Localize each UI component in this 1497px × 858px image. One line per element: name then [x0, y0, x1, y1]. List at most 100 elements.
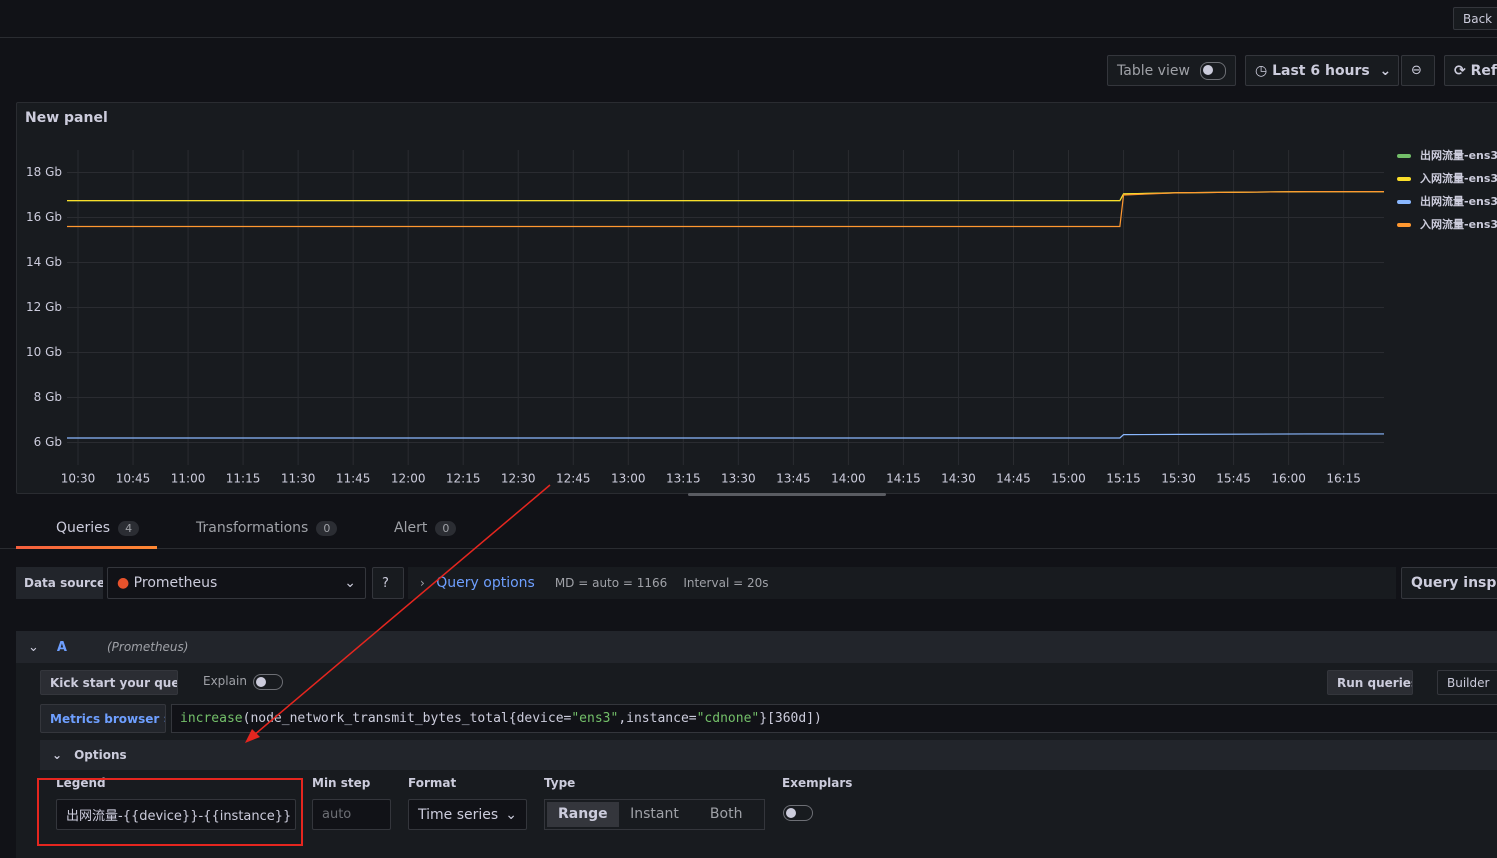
query-header: ⌄ A (Prometheus)	[16, 631, 1497, 663]
query-source: (Prometheus)	[106, 640, 189, 654]
query-options-bar[interactable]: › Query options MD = auto = 1166 Interval …	[408, 567, 1396, 599]
expr-token: node_network_transmit_bytes_total	[250, 711, 509, 726]
tab-label: Alert	[394, 520, 428, 536]
tab-count: 4	[118, 520, 140, 536]
expr-token: [360d]	[767, 711, 815, 726]
type-option[interactable]: Both	[709, 806, 743, 822]
options-header[interactable]: ⌄ Options	[40, 740, 1497, 770]
min-step-input[interactable]: auto	[312, 799, 391, 830]
x-tick-label: 15:00	[1051, 472, 1086, 486]
kick-start[interactable]: Kick start your query	[40, 670, 178, 695]
x-tick-label: 13:45	[776, 472, 811, 486]
expr-token: "ens3"	[571, 711, 619, 726]
time-picker[interactable]: ◷ Last 6 hours ⌄	[1245, 55, 1399, 86]
format-select[interactable]: Time series ⌄	[408, 799, 527, 830]
x-tick-label: 12:15	[446, 472, 481, 486]
x-tick-label: 12:30	[501, 472, 536, 486]
query-options[interactable]: Query options	[436, 575, 535, 591]
tab-count: 0	[316, 520, 338, 536]
highlight-box	[37, 778, 303, 846]
type-radio[interactable]: Range Instant Both	[544, 799, 765, 830]
x-tick-label: 14:00	[831, 472, 866, 486]
x-tick-label: 12:00	[391, 472, 426, 486]
legend-label: 入网流量-ens3	[1420, 217, 1497, 231]
tab[interactable]: Queries 4	[32, 520, 140, 536]
refresh[interactable]: ⟳ Refresh	[1444, 55, 1497, 86]
y-tick-label: 16 Gb	[26, 210, 62, 224]
legend-label: 入网流量-ens3	[1420, 171, 1497, 185]
table-view-text: Table view	[1117, 62, 1190, 79]
run-queries[interactable]: Run queries	[1327, 670, 1413, 695]
options-title: Options	[74, 748, 127, 762]
toggle[interactable]	[1199, 61, 1226, 80]
expr-token: )	[814, 711, 822, 726]
zoom-out[interactable]: ⊖	[1401, 55, 1435, 86]
x-tick-label: 16:15	[1326, 472, 1361, 486]
x-tick-label: 13:00	[611, 472, 646, 486]
tab[interactable]: Transformations 0	[172, 520, 338, 536]
back-button[interactable]: Back	[1453, 7, 1497, 30]
x-tick-label: 15:45	[1216, 472, 1251, 486]
expr-token: }	[759, 711, 768, 726]
table-view[interactable]: Table view	[1107, 55, 1236, 86]
inspector-text: Query inspector	[1411, 575, 1497, 591]
tab-label: Transformations	[196, 520, 309, 536]
x-tick-label: 13:30	[721, 472, 756, 486]
legend-label: 出网流量-ens3	[1420, 194, 1497, 208]
x-tick-label: 11:30	[281, 472, 316, 486]
time-range-text: Last 6 hours	[1272, 62, 1370, 79]
min-step-label: Min step	[312, 776, 371, 790]
legend-input[interactable]: 出网流量-{{device}}-{{instance}}	[56, 799, 296, 830]
legend-label: 出网流量-ens3	[1420, 148, 1497, 162]
tab-label: Queries	[56, 520, 111, 536]
type-option[interactable]: Range	[547, 802, 619, 827]
expr-token: increase	[180, 711, 243, 726]
expr-token: {	[508, 711, 517, 726]
x-tick-label: 10:45	[116, 472, 151, 486]
exemplars-toggle[interactable]	[783, 805, 813, 821]
type-label: Type	[544, 776, 576, 790]
x-tick-label: 16:00	[1271, 472, 1306, 486]
x-tick-label: 14:15	[886, 472, 921, 486]
expr-token: =	[688, 711, 697, 726]
type-option[interactable]: Instant	[630, 806, 679, 822]
metrics-browser[interactable]: Metrics browser ›	[40, 704, 166, 733]
y-tick-label: 6 Gb	[34, 435, 62, 449]
panel-title: New panel	[25, 110, 108, 126]
y-tick-label: 10 Gb	[26, 345, 62, 359]
help[interactable]: ?	[372, 567, 404, 599]
x-tick-label: 11:15	[226, 472, 261, 486]
x-tick-label: 10:30	[61, 472, 96, 486]
legend-swatch	[1397, 200, 1411, 204]
tab[interactable]: Alert 0	[370, 520, 457, 536]
y-tick-label: 18 Gb	[26, 165, 62, 179]
interval: Interval = 20s	[683, 576, 769, 590]
series-line	[67, 191, 1384, 228]
legend-swatch	[1397, 223, 1411, 227]
tab-underline	[16, 546, 157, 549]
y-tick-label: 14 Gb	[26, 255, 62, 269]
datasource-select[interactable]: ● Prometheus ⌄	[107, 567, 366, 599]
explain-toggle[interactable]	[253, 674, 283, 690]
query-ref: A	[56, 639, 67, 655]
chart: 6 Gb 8 Gb 10 Gb 12 Gb 14 Gb 16 Gb 18 Gb 10:30 10…	[26, 148, 1497, 486]
x-tick-label: 12:45	[556, 472, 591, 486]
query-inspector[interactable]: Query inspector	[1401, 567, 1497, 599]
refresh-text: Refresh	[1470, 62, 1497, 79]
expr-token: ,	[618, 711, 627, 726]
x-tick-label: 15:15	[1106, 472, 1141, 486]
tab-divider	[0, 548, 1497, 549]
top-bar	[0, 0, 1497, 38]
query-input[interactable]: increase(node_network_transmit_bytes_tot…	[171, 704, 1497, 733]
back-text: Back	[1463, 11, 1493, 26]
exemplars-label: Exemplars	[782, 776, 853, 790]
expr-token: device	[516, 711, 564, 726]
x-tick-label: 11:00	[171, 472, 206, 486]
builder[interactable]: Builder	[1437, 670, 1497, 695]
md: MD = auto = 1166	[554, 576, 668, 590]
series-line	[67, 433, 1384, 439]
y-tick-label: 8 Gb	[34, 390, 62, 404]
y-tick-label: 12 Gb	[26, 300, 62, 314]
